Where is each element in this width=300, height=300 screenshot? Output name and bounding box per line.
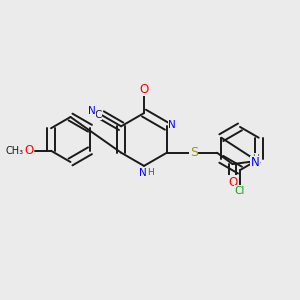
- Text: CH₃: CH₃: [6, 146, 24, 156]
- Text: Cl: Cl: [235, 185, 245, 196]
- Text: N: N: [251, 156, 260, 169]
- Text: O: O: [140, 82, 148, 96]
- Text: N: N: [88, 106, 96, 116]
- Text: O: O: [24, 144, 33, 157]
- Text: O: O: [228, 176, 237, 189]
- Text: N: N: [168, 120, 176, 130]
- Text: C: C: [94, 110, 102, 120]
- Text: H: H: [147, 168, 154, 177]
- Text: H: H: [252, 154, 258, 163]
- Text: N: N: [139, 167, 146, 178]
- Text: S: S: [190, 146, 198, 159]
